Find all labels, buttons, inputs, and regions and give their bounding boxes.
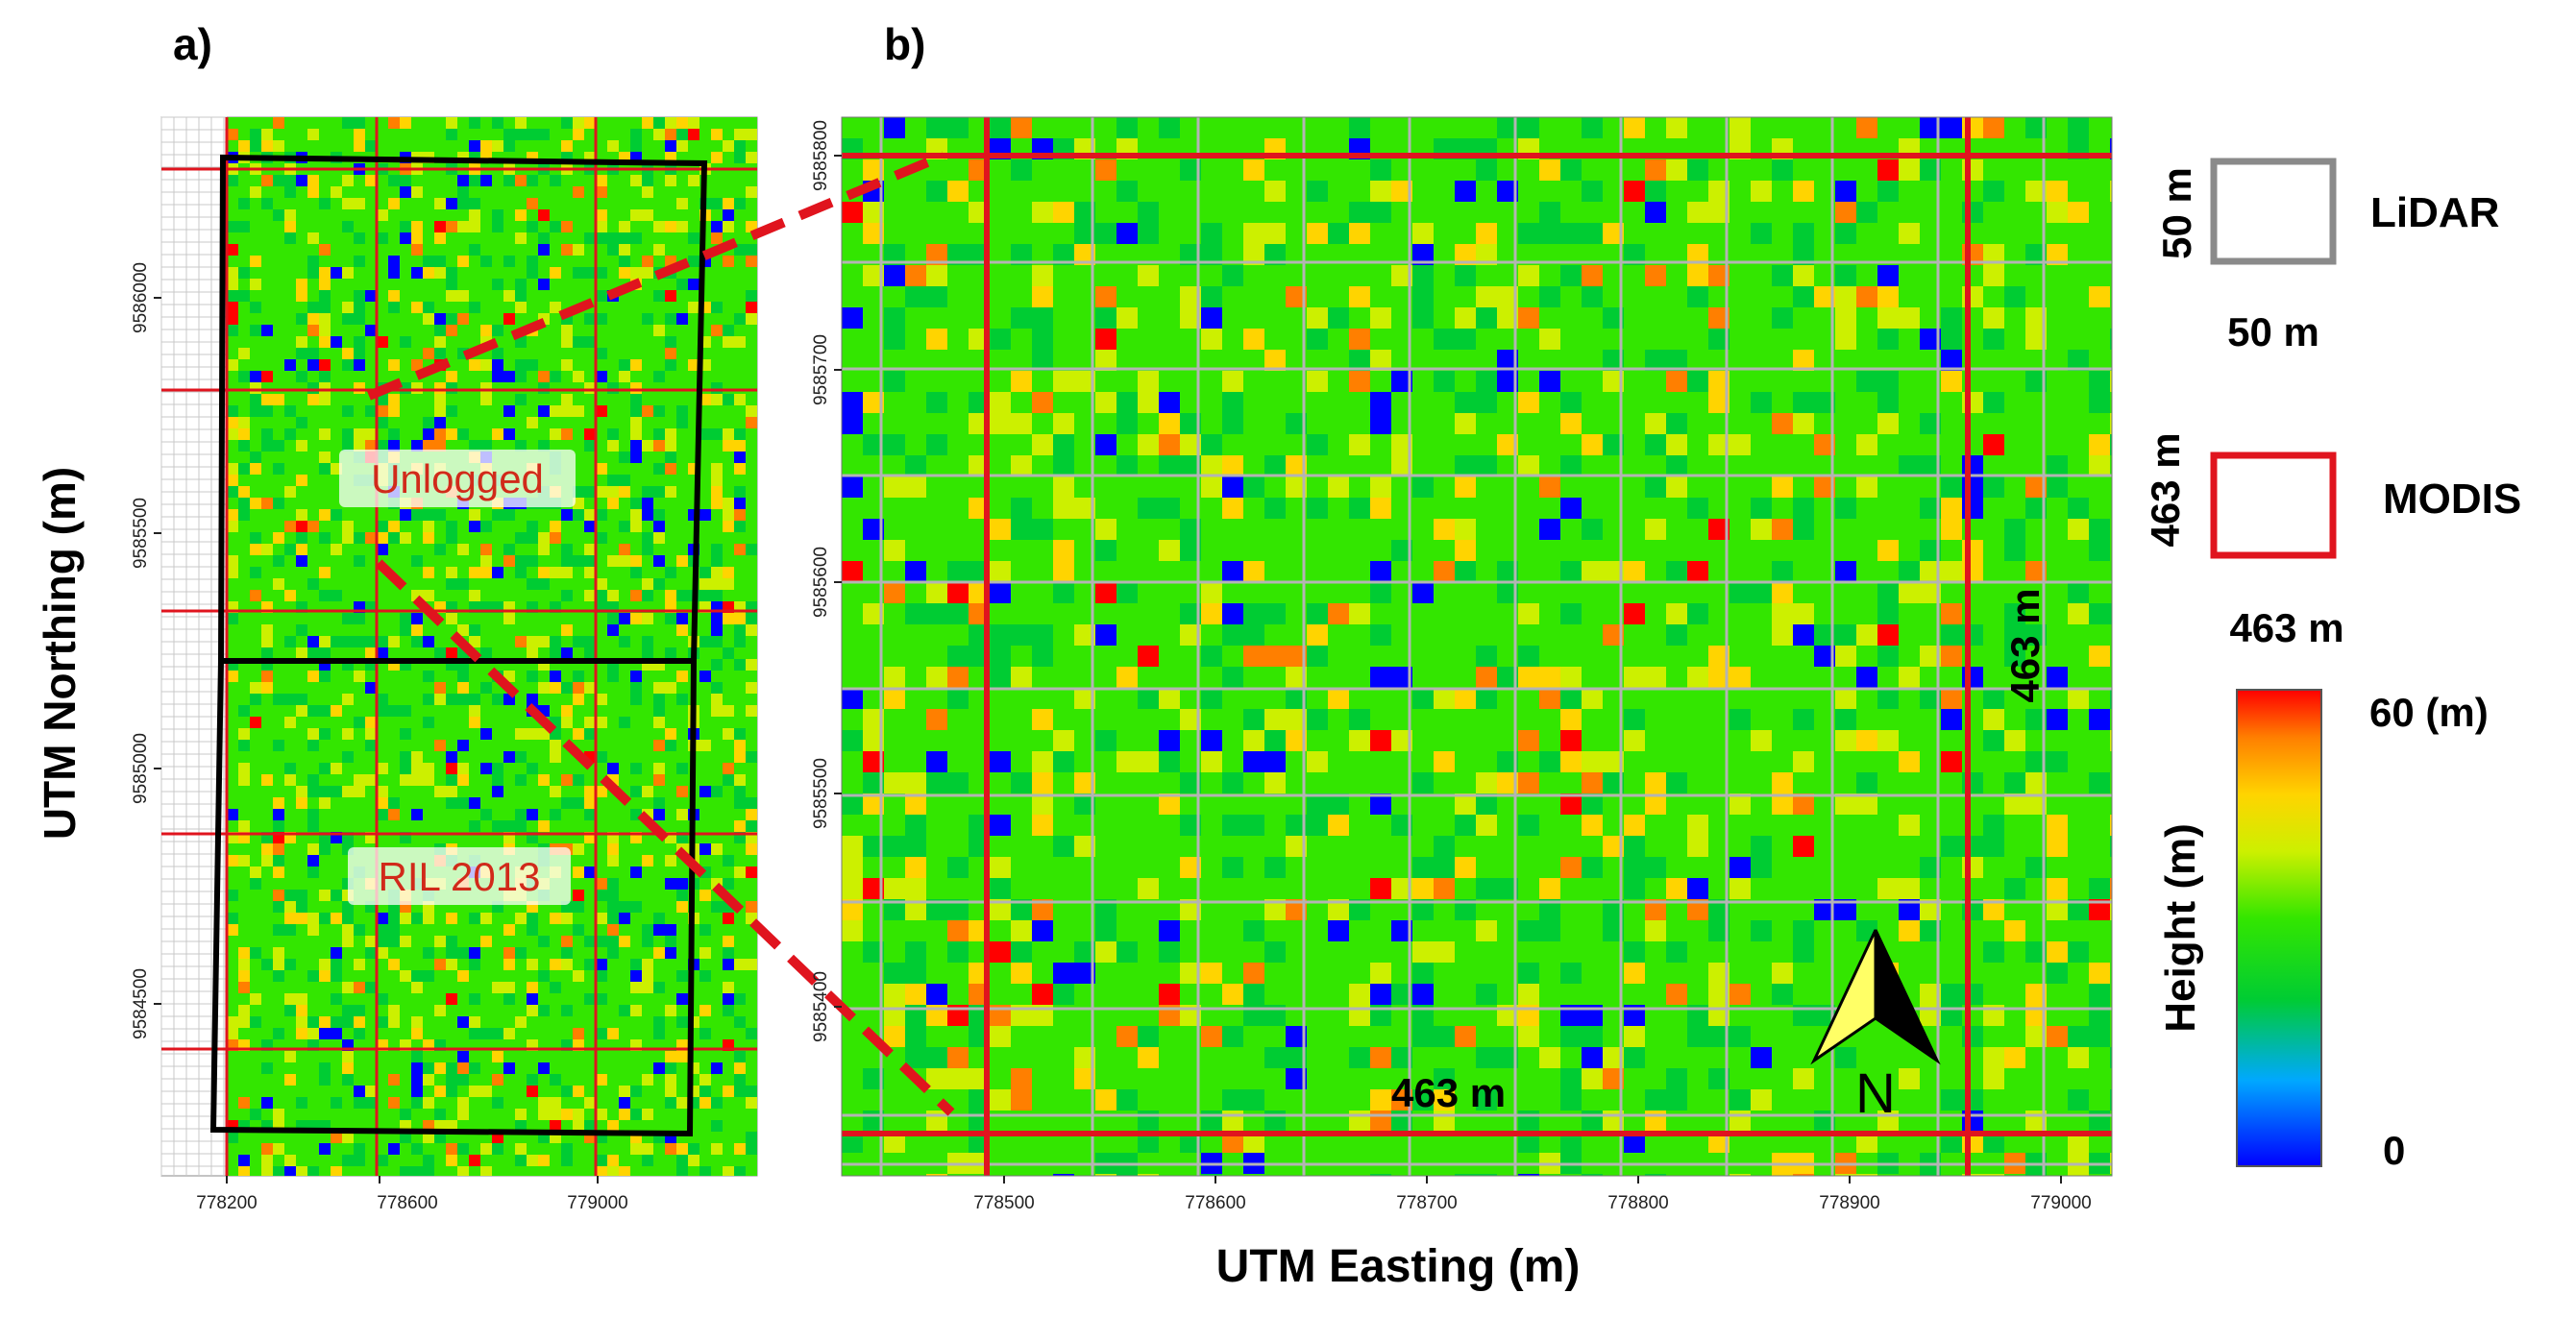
panel-a-y-axis: 9586000 9585500 9585000 9584500 UTM Nort… <box>35 262 161 1039</box>
a-y-tick-label: 9585000 <box>131 733 151 804</box>
a-x-tick-label: 779000 <box>567 1193 627 1213</box>
north-arrow-icon <box>1810 929 1941 1065</box>
b-x-tick-label: 778600 <box>1185 1193 1245 1213</box>
panel-a-height-raster <box>227 117 757 1176</box>
zoom-connector-top <box>367 151 945 401</box>
a-y-tick-label: 9584500 <box>131 968 151 1039</box>
b-x-axis-title: UTM Easting (m) <box>1216 1241 1581 1292</box>
modis-legend-name: MODIS <box>2383 476 2521 523</box>
legend: LiDAR 50 m 50 m MODIS 463 m 463 m 60 (m)… <box>2143 158 2521 1173</box>
panel-a-label: a) <box>173 19 212 69</box>
panel-a-empty-grid <box>160 116 227 1176</box>
b-x-tick-label: 779000 <box>2030 1193 2091 1213</box>
b-x-tick-label: 778800 <box>1607 1193 1668 1213</box>
panel-a-x-axis: 778200 778600 779000 <box>196 1176 628 1213</box>
ril-plot-outline <box>209 658 698 1137</box>
panel-b-y-axis: 9585800 9585700 9585600 9585500 9585400 <box>811 120 842 1042</box>
a-y-tick-label: 9585500 <box>131 498 151 569</box>
b-x-tick-label: 778700 <box>1396 1193 1457 1213</box>
panel-a-map: Unlogged RIL 2013 <box>160 116 758 1177</box>
panel-b-map <box>841 116 2113 1177</box>
ril-label-box <box>348 847 571 905</box>
colorbar-title: Height (m) <box>2157 823 2204 1033</box>
dim-label-vertical: 463 m <box>2002 588 2048 702</box>
north-label: N <box>1855 1062 1896 1125</box>
b-y-tick-label: 9585800 <box>811 120 831 191</box>
zoom-connector-bottom <box>375 559 955 1116</box>
a-x-tick-label: 778200 <box>196 1193 257 1213</box>
colorbar-min-label: 0 <box>2383 1128 2405 1173</box>
zone-label-unlogged: Unlogged <box>371 456 544 501</box>
a-y-axis-title: UTM Northing (m) <box>35 467 85 840</box>
colorbar-max-label: 60 (m) <box>2369 690 2489 735</box>
panel-b-modis-grid <box>842 117 2112 1176</box>
modis-side-label: 463 m <box>2143 432 2188 547</box>
lidar-bottom-label: 50 m <box>2227 309 2319 354</box>
b-y-tick-label: 9585700 <box>811 334 831 405</box>
a-x-tick-label: 778600 <box>377 1193 437 1213</box>
modis-bottom-label: 463 m <box>2229 605 2343 650</box>
a-y-tick-label: 9586000 <box>131 262 151 333</box>
height-colorbar <box>2236 689 2322 1167</box>
lidar-legend-swatch <box>2210 158 2337 265</box>
b-x-tick-label: 778900 <box>1819 1193 1879 1213</box>
b-y-tick-label: 9585400 <box>811 971 831 1042</box>
unlogged-label-box <box>339 450 576 507</box>
b-y-tick-label: 9585600 <box>811 547 831 618</box>
lidar-side-label: 50 m <box>2154 167 2199 259</box>
zone-label-ril-2013: RIL 2013 <box>379 854 541 899</box>
panel-b-x-axis: 778500 778600 778700 778800 778900 77900… <box>973 1176 2092 1292</box>
modis-legend-swatch <box>2210 452 2337 559</box>
b-y-tick-label: 9585500 <box>811 758 831 829</box>
lidar-legend-name: LiDAR <box>2370 189 2499 236</box>
dim-label-horizontal: 463 m <box>1391 1070 1506 1115</box>
panel-b-height-raster <box>842 117 2112 1176</box>
panel-b-label: b) <box>884 19 925 69</box>
b-x-tick-label: 778500 <box>973 1193 1034 1213</box>
